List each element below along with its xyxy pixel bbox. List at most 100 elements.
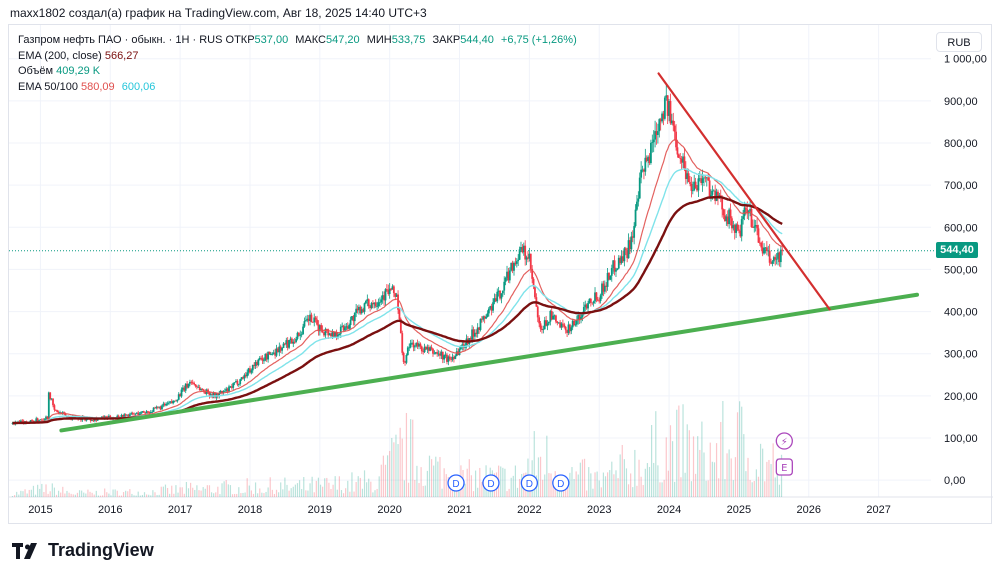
candle-body[interactable] bbox=[630, 236, 633, 250]
candle-body[interactable] bbox=[295, 338, 297, 342]
candle-body[interactable] bbox=[626, 250, 629, 259]
candle-body[interactable] bbox=[239, 379, 242, 385]
candle-body[interactable] bbox=[717, 191, 719, 199]
candle-body[interactable] bbox=[177, 394, 180, 400]
candle-body[interactable] bbox=[497, 290, 500, 292]
candle-body[interactable] bbox=[408, 347, 411, 349]
candle-body[interactable] bbox=[313, 317, 316, 323]
candle-body[interactable] bbox=[433, 353, 436, 355]
candle-body[interactable] bbox=[453, 356, 455, 359]
candle-body[interactable] bbox=[486, 313, 489, 317]
candle-body[interactable] bbox=[92, 420, 95, 421]
candle-body[interactable] bbox=[732, 225, 735, 229]
candle-body[interactable] bbox=[514, 262, 517, 264]
candle-body[interactable] bbox=[21, 420, 24, 422]
candle-body[interactable] bbox=[404, 361, 406, 363]
candle-body[interactable] bbox=[373, 302, 376, 305]
candle-body[interactable] bbox=[246, 372, 249, 377]
candle-body[interactable] bbox=[556, 321, 559, 323]
candle-body[interactable] bbox=[763, 247, 765, 254]
candle-body[interactable] bbox=[633, 226, 636, 238]
candle-body[interactable] bbox=[507, 271, 510, 281]
candle-body[interactable] bbox=[289, 338, 292, 340]
candle-body[interactable] bbox=[548, 321, 550, 324]
candle-body[interactable] bbox=[739, 230, 742, 237]
candle-body[interactable] bbox=[738, 229, 740, 231]
candle-body[interactable] bbox=[696, 188, 698, 191]
candle-body[interactable] bbox=[641, 169, 644, 171]
candle-body[interactable] bbox=[742, 216, 745, 220]
candle-body[interactable] bbox=[208, 392, 211, 397]
candle-body[interactable] bbox=[226, 388, 229, 392]
candle-body[interactable] bbox=[385, 289, 388, 291]
candle-body[interactable] bbox=[256, 362, 258, 366]
candle-body[interactable] bbox=[701, 178, 704, 184]
candle-body[interactable] bbox=[144, 412, 147, 414]
candle-body[interactable] bbox=[281, 347, 284, 351]
candle-body[interactable] bbox=[120, 414, 123, 419]
candle-body[interactable] bbox=[778, 252, 781, 263]
candle-body[interactable] bbox=[487, 308, 490, 314]
candle-body[interactable] bbox=[260, 357, 263, 359]
candle-body[interactable] bbox=[318, 325, 321, 332]
candle-body[interactable] bbox=[615, 269, 617, 272]
candle-body[interactable] bbox=[166, 403, 169, 405]
candle-body[interactable] bbox=[194, 384, 197, 387]
candle-body[interactable] bbox=[728, 209, 731, 225]
candle-body[interactable] bbox=[214, 392, 216, 398]
candle-body[interactable] bbox=[251, 364, 254, 371]
candle-body[interactable] bbox=[247, 368, 250, 373]
candle-body[interactable] bbox=[165, 404, 168, 406]
candle-body[interactable] bbox=[342, 325, 345, 331]
candle-body[interactable] bbox=[599, 295, 602, 301]
candle-body[interactable] bbox=[49, 392, 52, 400]
candle-body[interactable] bbox=[388, 288, 391, 295]
candle-body[interactable] bbox=[323, 332, 325, 336]
candle-body[interactable] bbox=[612, 260, 615, 269]
candle-body[interactable] bbox=[480, 318, 483, 320]
candle-body[interactable] bbox=[341, 325, 344, 327]
candle-body[interactable] bbox=[278, 346, 281, 353]
candle-body[interactable] bbox=[672, 120, 675, 126]
candle-body[interactable] bbox=[31, 420, 33, 421]
candle-body[interactable] bbox=[225, 388, 228, 392]
candle-body[interactable] bbox=[124, 414, 127, 416]
candle-body[interactable] bbox=[571, 320, 574, 328]
candle-body[interactable] bbox=[300, 334, 303, 336]
resistance-trendline[interactable] bbox=[657, 72, 831, 311]
candle-body[interactable] bbox=[483, 316, 486, 319]
candle-body[interactable] bbox=[355, 308, 358, 313]
candle-body[interactable] bbox=[472, 329, 475, 337]
candle-body[interactable] bbox=[324, 328, 327, 336]
candle-body[interactable] bbox=[772, 257, 775, 262]
candle-body[interactable] bbox=[187, 383, 190, 388]
candle-body[interactable] bbox=[654, 131, 656, 140]
candle-body[interactable] bbox=[602, 283, 605, 292]
candle-body[interactable] bbox=[310, 314, 313, 322]
candle-body[interactable] bbox=[613, 260, 616, 272]
candle-body[interactable] bbox=[662, 113, 665, 119]
candle-body[interactable] bbox=[473, 332, 476, 337]
candle-body[interactable] bbox=[422, 351, 425, 353]
candle-body[interactable] bbox=[721, 197, 724, 210]
candle-body[interactable] bbox=[499, 290, 501, 299]
candle-body[interactable] bbox=[686, 173, 689, 180]
candle-body[interactable] bbox=[756, 225, 758, 229]
candle-body[interactable] bbox=[405, 355, 408, 363]
candle-body[interactable] bbox=[636, 201, 638, 210]
candle-body[interactable] bbox=[381, 295, 384, 300]
candle-body[interactable] bbox=[429, 347, 432, 351]
candle-body[interactable] bbox=[270, 354, 272, 356]
candle-body[interactable] bbox=[426, 347, 429, 350]
candle-body[interactable] bbox=[285, 340, 288, 345]
candle-body[interactable] bbox=[216, 393, 219, 397]
candle-body[interactable] bbox=[430, 347, 433, 349]
candle-body[interactable] bbox=[230, 386, 233, 388]
candle-body[interactable] bbox=[282, 343, 285, 348]
candle-body[interactable] bbox=[758, 242, 761, 244]
candle-body[interactable] bbox=[296, 332, 299, 339]
candle-body[interactable] bbox=[531, 268, 534, 279]
candle-body[interactable] bbox=[760, 242, 763, 248]
candle-body[interactable] bbox=[272, 352, 275, 354]
candle-body[interactable] bbox=[650, 142, 652, 164]
